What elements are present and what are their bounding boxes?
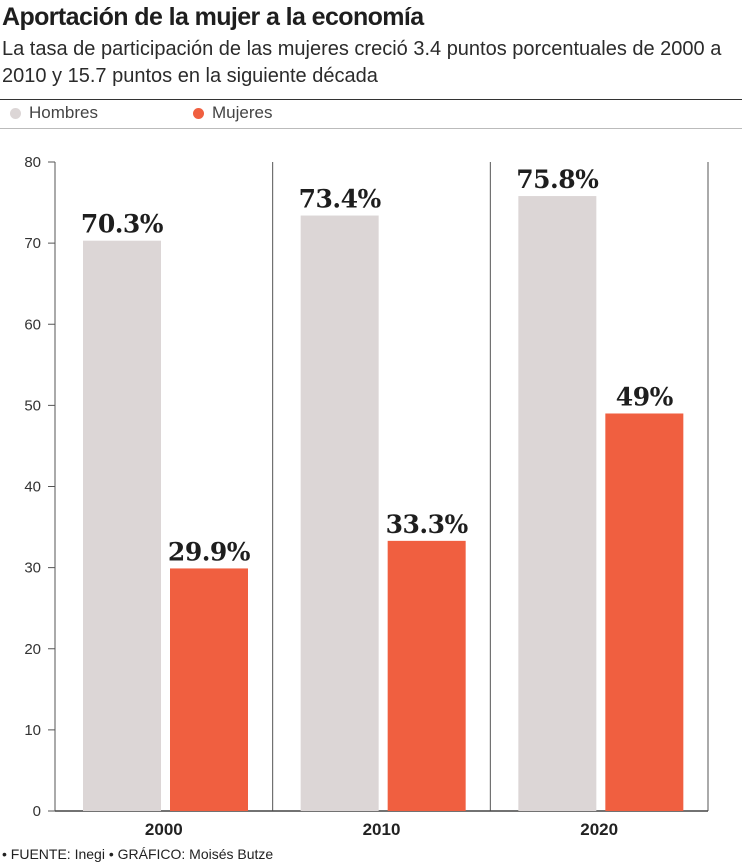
legend-item-hombres: Hombres bbox=[10, 103, 98, 123]
legend-label-hombres: Hombres bbox=[29, 103, 98, 122]
y-tick-label-60: 60 bbox=[24, 316, 41, 333]
bar-hombres-2010 bbox=[300, 215, 379, 812]
bar-mujeres-2000 bbox=[170, 568, 248, 811]
bar-hombres-2000 bbox=[83, 240, 161, 811]
y-tick-label-20: 20 bbox=[24, 641, 41, 658]
x-tick-label-2000: 2000 bbox=[145, 820, 183, 839]
data-label-hombres-2010: 73.4% bbox=[299, 185, 382, 214]
top-divider bbox=[0, 99, 742, 100]
bar-mujeres-2020 bbox=[605, 413, 684, 811]
y-tick-label-0: 0 bbox=[33, 803, 41, 820]
x-tick-label-2010: 2010 bbox=[363, 820, 401, 839]
chart-subtitle: La tasa de participación de las mujeres … bbox=[2, 38, 722, 87]
x-tick-label-2020: 2020 bbox=[580, 820, 618, 839]
footer-source: • FUENTE: Inegi • GRÁFICO: Moisés Butze bbox=[2, 846, 274, 862]
data-label-hombres-2000: 70.3% bbox=[81, 210, 164, 239]
legend-item-mujeres: Mujeres bbox=[193, 103, 272, 123]
y-tick-label-80: 80 bbox=[24, 154, 41, 171]
data-label-hombres-2020: 75.8% bbox=[516, 165, 599, 194]
legend-divider bbox=[0, 128, 742, 129]
bar-chart: 0 10 20 30 40 50 60 70 80 70.3% 29.9% 2000 73.4% 33.3… bbox=[24, 154, 709, 839]
legend-dot-mujeres bbox=[193, 107, 204, 119]
y-tick-label-70: 70 bbox=[24, 235, 41, 252]
y-tick-label-10: 10 bbox=[24, 722, 41, 739]
bar-mujeres-2010 bbox=[387, 540, 466, 811]
y-tick-label-40: 40 bbox=[24, 479, 41, 496]
legend-label-mujeres: Mujeres bbox=[212, 103, 273, 122]
chart-title: Aportación de la mujer a la economía bbox=[2, 3, 424, 31]
data-label-mujeres-2010: 33.3% bbox=[386, 510, 469, 539]
data-label-mujeres-2020: 49% bbox=[616, 382, 674, 411]
data-label-mujeres-2000: 29.9% bbox=[168, 537, 251, 566]
legend-dot-hombres bbox=[10, 107, 21, 119]
bar-hombres-2020 bbox=[518, 196, 597, 811]
y-tick-label-50: 50 bbox=[24, 397, 41, 414]
y-tick-label-30: 30 bbox=[24, 560, 41, 577]
legend: Hombres Mujeres bbox=[0, 103, 742, 127]
